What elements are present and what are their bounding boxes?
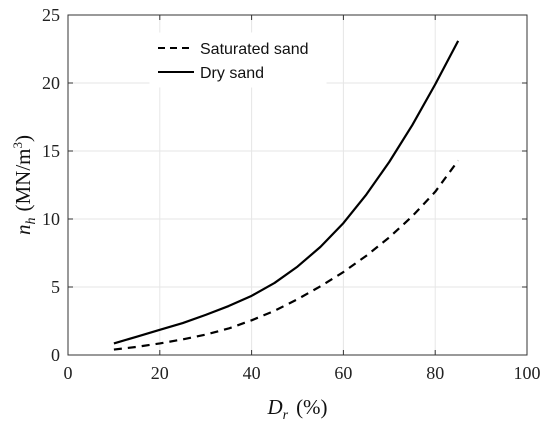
y-tick-label: 15 [42, 141, 60, 161]
x-axis-symbol: D [266, 395, 282, 419]
y-axis-unit-close: ) [11, 135, 35, 142]
series-layer [113, 40, 460, 351]
y-axis-symbol: n [11, 225, 35, 236]
y-axis-label: nh (MN/m3) [10, 135, 39, 235]
x-tick-label: 60 [334, 363, 352, 383]
x-tick-label: 100 [514, 363, 541, 383]
y-tick-label: 20 [42, 73, 60, 93]
y-axis-unit: (MN/m [11, 149, 35, 212]
x-tick-label: 0 [64, 363, 73, 383]
y-tick-label: 10 [42, 209, 60, 229]
x-tick-label: 40 [243, 363, 261, 383]
x-tick-label: 20 [151, 363, 169, 383]
x-tick-label: 80 [426, 363, 444, 383]
legend-label-saturated-sand: Saturated sand [200, 41, 309, 58]
tick-labels: 0 20 40 60 80 100 0 5 10 15 20 25 [42, 5, 541, 383]
x-axis-subscript: r [283, 408, 289, 422]
y-tick-label: 25 [42, 5, 60, 25]
legend-box [149, 32, 327, 88]
y-axis-unit-superscript: 3 [10, 142, 25, 149]
y-axis-subscript: h [24, 218, 39, 225]
plot-frame [67, 14, 528, 356]
series-line-saturated-sand [113, 159, 460, 351]
y-tick-label: 5 [51, 277, 60, 297]
x-axis-unit: (%) [296, 395, 327, 419]
legend: Saturated sand Dry sand [149, 32, 327, 88]
y-tick-label: 0 [51, 345, 60, 365]
series-line-dry-sand [113, 40, 460, 345]
x-axis-label: Dr (%) [266, 395, 327, 422]
tick-marks [67, 14, 528, 356]
legend-label-dry-sand: Dry sand [200, 65, 264, 82]
